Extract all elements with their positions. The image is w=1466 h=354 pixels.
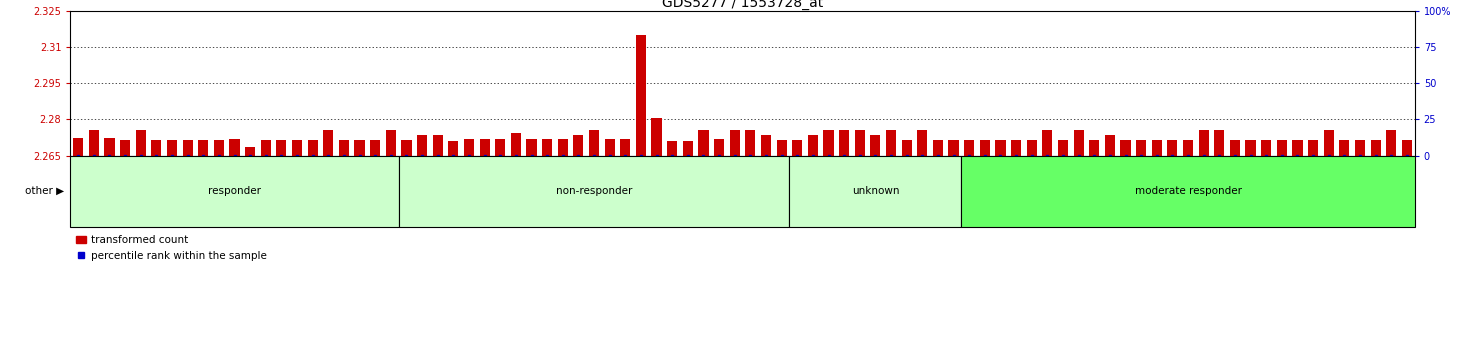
Bar <box>151 140 161 156</box>
Bar <box>432 135 443 156</box>
Bar <box>667 141 677 156</box>
Bar <box>789 156 962 227</box>
Title: GDS5277 / 1553728_at: GDS5277 / 1553728_at <box>663 0 822 10</box>
Bar <box>449 141 459 156</box>
Bar <box>1012 140 1022 156</box>
Bar <box>1355 140 1365 156</box>
Bar <box>1246 140 1256 156</box>
Bar <box>1324 130 1334 156</box>
Bar <box>1293 140 1302 156</box>
Bar <box>1340 140 1349 156</box>
Bar <box>573 135 583 156</box>
Bar <box>542 139 553 156</box>
Bar <box>416 135 427 156</box>
Bar <box>1105 135 1116 156</box>
Bar <box>261 140 271 156</box>
Bar <box>369 140 380 156</box>
Bar <box>70 156 399 227</box>
Bar <box>808 135 818 156</box>
Bar <box>136 130 145 156</box>
Bar <box>871 135 881 156</box>
Bar <box>339 140 349 156</box>
Bar <box>557 139 567 156</box>
Bar <box>510 133 520 156</box>
Bar <box>229 139 239 156</box>
Bar <box>104 138 114 156</box>
Bar <box>792 140 802 156</box>
Bar <box>355 140 365 156</box>
Bar <box>730 130 740 156</box>
Bar <box>1073 130 1083 156</box>
Bar <box>949 140 959 156</box>
Bar <box>1136 140 1146 156</box>
Bar <box>167 140 177 156</box>
Bar <box>1152 140 1163 156</box>
Bar <box>651 118 661 156</box>
Legend: transformed count, percentile rank within the sample: transformed count, percentile rank withi… <box>76 235 267 261</box>
Bar <box>526 139 537 156</box>
Bar <box>777 140 787 156</box>
Bar <box>73 138 84 156</box>
Bar <box>1371 140 1381 156</box>
Bar <box>839 130 849 156</box>
Bar <box>918 130 928 156</box>
Bar <box>620 139 630 156</box>
Bar <box>402 140 412 156</box>
Bar <box>1277 140 1287 156</box>
Bar <box>824 130 834 156</box>
Text: unknown: unknown <box>852 186 899 196</box>
Bar <box>399 156 789 227</box>
Bar <box>463 139 474 156</box>
Bar <box>855 130 865 156</box>
Bar <box>89 130 98 156</box>
Bar <box>1214 130 1224 156</box>
Bar <box>1230 140 1240 156</box>
Bar <box>962 156 1415 227</box>
Bar <box>714 139 724 156</box>
Bar <box>308 140 318 156</box>
Bar <box>995 140 1006 156</box>
Bar <box>1183 140 1193 156</box>
Bar <box>183 140 192 156</box>
Bar <box>932 140 943 156</box>
Bar <box>1089 140 1100 156</box>
Text: non-responder: non-responder <box>556 186 632 196</box>
Bar <box>1058 140 1069 156</box>
Bar <box>683 141 693 156</box>
Bar <box>323 130 333 156</box>
Bar <box>902 140 912 156</box>
Bar <box>120 140 130 156</box>
Bar <box>1387 130 1396 156</box>
Bar <box>885 130 896 156</box>
Bar <box>1167 140 1177 156</box>
Bar <box>479 139 490 156</box>
Bar <box>496 139 506 156</box>
Text: moderate responder: moderate responder <box>1135 186 1242 196</box>
Bar <box>276 140 286 156</box>
Bar <box>214 140 224 156</box>
Bar <box>698 130 708 156</box>
Text: other ▶: other ▶ <box>25 186 63 196</box>
Bar <box>589 130 600 156</box>
Text: responder: responder <box>208 186 261 196</box>
Bar <box>1120 140 1130 156</box>
Bar <box>761 135 771 156</box>
Bar <box>636 35 647 156</box>
Bar <box>1199 130 1209 156</box>
Bar <box>604 139 614 156</box>
Bar <box>198 140 208 156</box>
Bar <box>292 140 302 156</box>
Bar <box>1401 140 1412 156</box>
Bar <box>245 147 255 156</box>
Bar <box>1261 140 1271 156</box>
Bar <box>1026 140 1036 156</box>
Bar <box>965 140 975 156</box>
Bar <box>1308 140 1318 156</box>
Bar <box>386 130 396 156</box>
Bar <box>979 140 990 156</box>
Bar <box>1042 130 1053 156</box>
Bar <box>745 130 755 156</box>
